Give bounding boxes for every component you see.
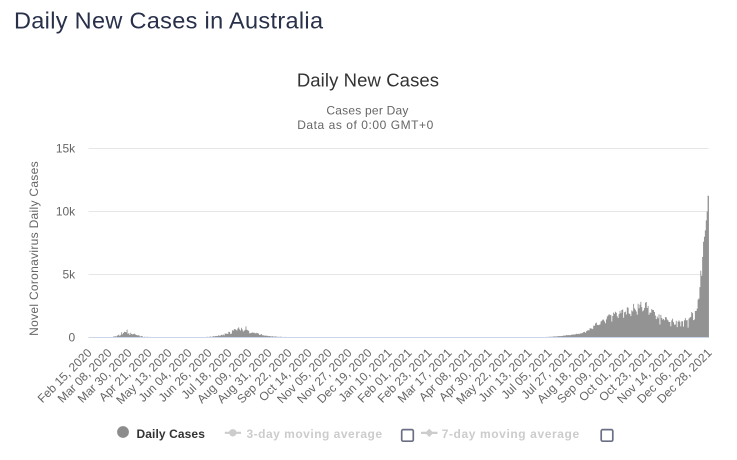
svg-text:15k: 15k xyxy=(56,142,76,156)
svg-text:Daily New Cases in Australia: Daily New Cases in Australia xyxy=(14,7,324,33)
svg-text:3-day moving average: 3-day moving average xyxy=(247,427,383,441)
svg-text:Daily Cases: Daily Cases xyxy=(137,427,206,441)
svg-text:Data as of 0:00 GMT+0: Data as of 0:00 GMT+0 xyxy=(297,118,434,132)
svg-text:7-day moving average: 7-day moving average xyxy=(442,427,580,441)
svg-text:10k: 10k xyxy=(56,205,76,219)
svg-text:Daily New Cases: Daily New Cases xyxy=(297,70,439,91)
svg-text:5k: 5k xyxy=(63,268,77,282)
svg-text:Cases per Day: Cases per Day xyxy=(326,104,408,118)
svg-text:0: 0 xyxy=(69,331,76,345)
svg-text:Novel Coronavirus Daily Cases: Novel Coronavirus Daily Cases xyxy=(27,161,41,336)
